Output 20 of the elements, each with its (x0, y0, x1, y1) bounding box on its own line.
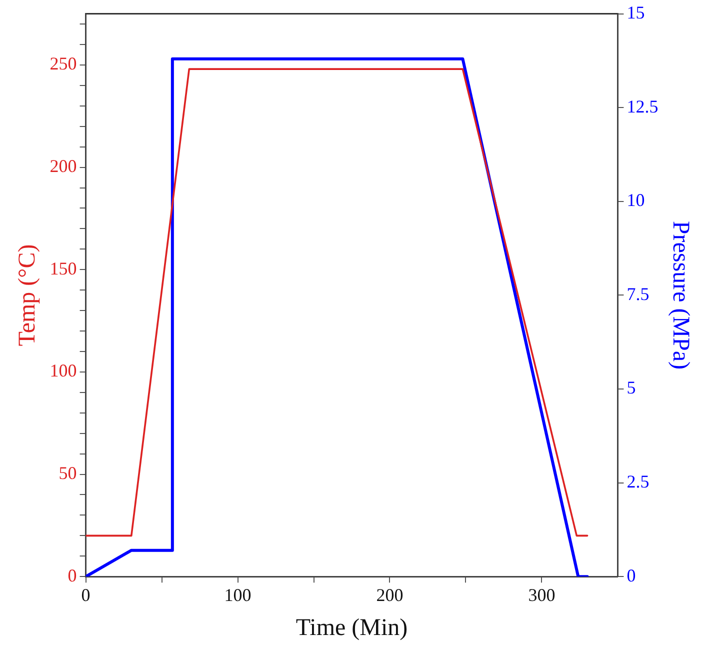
y-tick-label: 50 (58, 463, 77, 484)
y2-axis-title: Pressure (MPa) (667, 220, 694, 370)
y-axis-title: Temp (°C) (14, 244, 41, 346)
y2-tick-label: 15 (626, 2, 645, 23)
y-tick-label: 100 (50, 360, 77, 381)
y-tick-label: 0 (68, 565, 77, 586)
x-tick-label: 100 (224, 585, 252, 606)
y-tick-label: 150 (50, 258, 77, 278)
y2-tick-label: 0 (626, 565, 636, 586)
x-tick-label: 200 (376, 585, 404, 606)
y-tick-label: 200 (50, 156, 77, 176)
x-axis-title: Time (Min) (296, 614, 408, 641)
y2-tick-label: 2.5 (626, 472, 650, 492)
y2-tick-label: 5 (626, 378, 636, 398)
y2-tick-label: 7.5 (626, 284, 650, 304)
y2-tick-label: 10 (626, 190, 645, 210)
x-tick-label: 0 (81, 585, 90, 606)
x-tick-label: 300 (528, 585, 556, 606)
y-tick-label: 250 (50, 54, 77, 74)
y2-tick-label: 12.5 (626, 96, 658, 116)
